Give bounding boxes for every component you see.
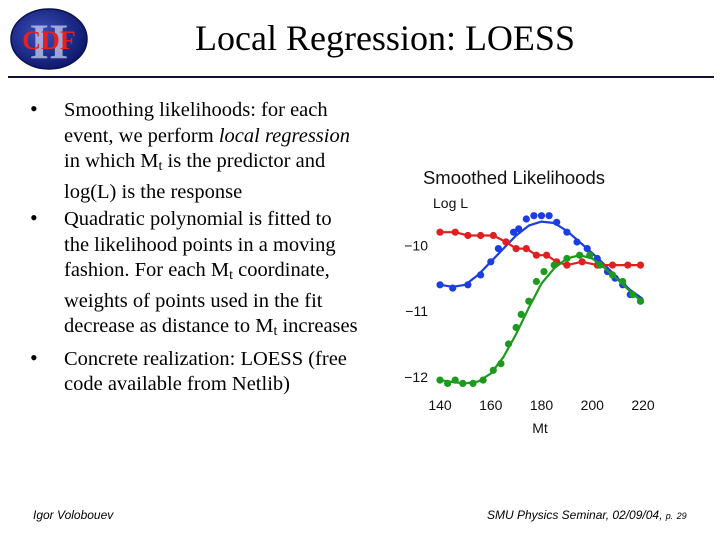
data-point-blue (515, 225, 523, 233)
data-point-green (517, 310, 525, 318)
data-point-blue (530, 212, 538, 220)
bullet-icon: • (30, 344, 38, 370)
data-point-red (522, 245, 530, 253)
data-point-red (436, 228, 444, 236)
bullet-icon: • (30, 205, 38, 230)
data-point-red (578, 258, 586, 266)
data-point-green (608, 271, 617, 279)
x-tick-label: 160 (479, 397, 503, 413)
footer-event: SMU Physics Seminar, 02/09/04, p. 29 (487, 508, 687, 522)
bullet-item: • Quadratic polynomial is fitted to the … (30, 205, 358, 339)
title-divider (8, 76, 714, 78)
bullet-list: • Smoothing likelihoods: for each event,… (30, 96, 360, 400)
data-point-green (436, 376, 444, 384)
bullet-icon: • (30, 96, 38, 121)
data-point-green (586, 251, 594, 259)
x-tick-label: 180 (530, 397, 554, 413)
bullet-item: • Smoothing likelihoods: for each event,… (30, 96, 350, 203)
data-point-blue (583, 245, 591, 253)
data-point-red (489, 231, 497, 240)
likelihood-chart-svg: Smoothed Likelihoods Log L Mt 140 160 180 2… (404, 167, 655, 436)
footer-author: Igor Volobouev (33, 508, 114, 522)
data-point-blue (510, 228, 518, 236)
data-point-red (532, 251, 540, 259)
data-point-blue (563, 228, 571, 236)
data-point-blue (477, 271, 485, 279)
data-point-green (512, 323, 520, 332)
data-point-green (596, 261, 604, 269)
data-point-green (576, 251, 584, 259)
x-tick-label: 220 (631, 397, 655, 413)
y-tick-label: −12 (404, 369, 428, 385)
chart-title: Smoothed Likelihoods (423, 167, 605, 188)
data-point-red (502, 238, 510, 246)
svg-text:CDF: CDF (22, 26, 75, 55)
data-point-red (636, 261, 645, 269)
data-point-red (543, 251, 551, 259)
y-tick-label: −11 (405, 303, 428, 319)
data-point-green (469, 379, 477, 387)
data-point-green (629, 291, 637, 299)
likelihood-chart: Smoothed Likelihoods Log L Mt 140 160 180 2… (386, 160, 676, 442)
cdf-logo: II CDF (8, 6, 90, 72)
data-point-blue (449, 284, 457, 292)
x-axis-label: Mt (532, 420, 548, 436)
data-point-green (550, 261, 558, 269)
page-number: 29 (676, 511, 687, 521)
data-point-blue (487, 258, 495, 266)
y-axis-label: Log L (433, 195, 468, 211)
data-point-blue (436, 281, 444, 289)
data-point-red (608, 261, 617, 269)
data-point-green (563, 254, 571, 263)
data-point-green (532, 277, 540, 286)
bullet-item: • Concrete realization: LOESS (free code… (30, 344, 347, 396)
data-point-green (444, 379, 452, 387)
svg-text:II: II (30, 13, 69, 69)
y-tick-label: −10 (404, 237, 428, 253)
data-point-blue (464, 281, 472, 289)
data-point-red (512, 245, 520, 253)
data-point-blue (537, 212, 546, 220)
data-point-green (489, 366, 497, 374)
data-point-green (619, 277, 627, 286)
data-point-green (459, 379, 467, 387)
x-tick-label: 200 (581, 397, 605, 413)
slide-title: Local Regression: LOESS (195, 18, 575, 58)
data-point-red (624, 261, 632, 269)
data-point-blue (494, 245, 502, 253)
data-point-red (477, 231, 485, 240)
data-point-green (504, 340, 513, 348)
data-point-red (563, 261, 571, 269)
data-point-green (497, 360, 505, 368)
data-point-red (464, 231, 472, 240)
data-point-blue (573, 238, 581, 246)
data-point-green (451, 376, 459, 384)
data-point-blue (545, 212, 553, 220)
x-tick-label: 140 (428, 397, 452, 413)
data-point-red (451, 228, 459, 236)
data-point-green (479, 376, 487, 384)
data-point-green (540, 268, 548, 276)
data-point-blue (522, 215, 530, 223)
data-point-blue (553, 218, 561, 226)
data-point-green (525, 297, 533, 305)
data-point-green (636, 297, 645, 305)
